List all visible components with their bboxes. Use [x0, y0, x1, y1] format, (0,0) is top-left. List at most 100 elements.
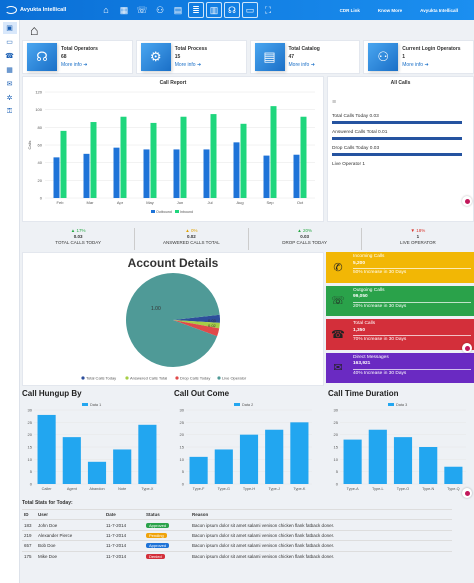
grid-icon[interactable]: ▥	[206, 2, 222, 18]
bar-inbound	[120, 116, 127, 198]
monitor-icon[interactable]: ▭	[6, 39, 13, 46]
table-row[interactable]: 657 Bob Doe 11-7-2014 Approved Bacon ipsum d…	[22, 540, 452, 551]
x-tick-label: Type-A	[347, 487, 359, 491]
dashboard-icon[interactable]: ▣	[2, 22, 17, 34]
tile-note: 50% Increase in 30 Days	[353, 270, 407, 275]
invoice-icon[interactable]: ≣	[188, 2, 204, 18]
legend-label: Data 2	[242, 403, 253, 407]
column-header: Status	[144, 508, 190, 520]
y-tick-label: 15	[334, 445, 339, 450]
call-duration-chart: 0 5 10 15 20 25 30 Type-A Type-L Type-O Type-N Type…	[334, 403, 466, 491]
headset-icon[interactable]: ☊	[224, 2, 240, 18]
card-total-operators: ☊ Total Operators 68 More info ➜	[22, 40, 133, 74]
column-header: Reason	[190, 508, 452, 520]
x-tick-label: Note	[118, 487, 126, 491]
arrow-circle-icon[interactable]: ➜	[424, 62, 429, 68]
tile-outgoing-calls[interactable]: ☏ Outgoing Calls 99,050 20% Increase in 30 …	[326, 285, 474, 316]
stats-strip: ▲ 17% 0.03 TOTAL CALLS TODAY ▲ 0% 0.02 ANSWE…	[22, 228, 474, 250]
chart-icon[interactable]: ▦	[119, 4, 129, 15]
legend-label: Answered Calls Total	[130, 376, 167, 381]
user-menu[interactable]: Avyukta Intellicall	[420, 7, 458, 13]
x-tick-label: Type-Q	[447, 487, 459, 491]
card-value: 15	[174, 54, 181, 60]
legend-swatch	[175, 210, 179, 213]
status-badge: Approved	[146, 543, 170, 549]
stat-change: ▼ 18%	[410, 228, 426, 233]
mail-icon[interactable]: ✉	[6, 81, 13, 88]
cell-id: 175	[22, 550, 36, 561]
legend-label: Outbound	[156, 210, 172, 214]
fullscreen-icon[interactable]: ⛶	[264, 4, 272, 15]
y-tick-label: 5	[30, 469, 33, 474]
home-icon[interactable]: ⌂	[30, 22, 39, 38]
tile-direct-messages[interactable]: ✉ Direct Messages 163,921 40% Increase in 3…	[326, 352, 474, 383]
bar	[419, 447, 438, 484]
arrow-circle-icon[interactable]: ➜	[83, 62, 88, 68]
column-header: User	[36, 508, 104, 520]
y-tick-label: 5	[182, 469, 185, 474]
incoming-call-icon: ✆	[333, 261, 343, 274]
bar	[189, 456, 208, 484]
y-tick-label: 30	[334, 408, 339, 413]
card-title: Total Process	[174, 46, 208, 52]
y-tick-label: 30	[180, 408, 185, 413]
floating-chat-button[interactable]	[462, 343, 472, 353]
progress-bar	[332, 153, 463, 156]
more-info-link[interactable]: More info	[61, 62, 82, 68]
brand[interactable]: Avyukta Intellicall	[0, 6, 96, 14]
lock-icon[interactable]: ⚿	[6, 108, 13, 115]
pie-data-label: 0.02	[208, 323, 217, 328]
mini-chart-title: Call Time Duration	[328, 389, 399, 398]
cell-id: 219	[22, 529, 36, 541]
more-info-link[interactable]: More info	[174, 62, 196, 68]
tile-total-calls[interactable]: ☎ Total Calls 1,350 70% Increase in 30 Days	[326, 319, 474, 350]
summary-cards: ☊ Total Operators 68 More info ➜ ⚙ Total P…	[22, 40, 474, 74]
progress-bar	[332, 121, 463, 124]
outgoing-call-icon: ☏	[331, 295, 345, 308]
menu-icon[interactable]: ≡	[332, 99, 337, 106]
card-title: Current Login Operators	[402, 46, 461, 52]
stat-value: 1	[416, 234, 420, 239]
more-info-link[interactable]: More info	[288, 62, 310, 68]
users-icon[interactable]: ⚇	[155, 4, 165, 15]
y-tick-label: 120	[35, 90, 42, 95]
bar	[113, 449, 132, 484]
arrow-circle-icon[interactable]: ➜	[310, 62, 315, 68]
phone-icon[interactable]: ☏	[136, 4, 148, 15]
legend-swatch	[388, 403, 394, 406]
y-tick-label: 10	[180, 457, 185, 462]
cell-user: Bob Doe	[36, 540, 104, 551]
chat-icon	[464, 490, 470, 496]
know-more-link[interactable]: Know More	[377, 7, 403, 13]
more-info-link[interactable]: More info	[402, 62, 424, 68]
all-calls-panel: ≡ All Calls Total Calls Today 0.03 Answe…	[327, 76, 474, 222]
phone-icon[interactable]: ☎	[5, 53, 14, 60]
table-row[interactable]: 219 Alexander Pierce 11-7-2014 Pending Bacon…	[22, 529, 452, 541]
bar	[393, 437, 413, 484]
arrow-circle-icon[interactable]: ➜	[196, 62, 202, 68]
stat-value: 0.02	[186, 234, 196, 239]
y-tick-label: 25	[28, 420, 33, 425]
legend-swatch	[175, 376, 179, 380]
stat-label: LIVE OPERATOR	[399, 240, 436, 245]
floating-chat-button[interactable]	[462, 196, 472, 206]
tile-incoming-calls[interactable]: ✆ Incoming Calls 5,200 50% Increase in 30 D…	[326, 252, 474, 283]
home-icon[interactable]: ⌂	[103, 5, 109, 15]
all-calls-row: Answered Calls Total 0.01	[332, 130, 469, 140]
cell-reason: Bacon ipsum dolor sit amet salami veniso…	[190, 529, 452, 541]
bar-outbound	[173, 149, 180, 198]
cdr-link[interactable]: CDR Link	[339, 7, 360, 13]
report-icon[interactable]: ▤	[173, 4, 183, 15]
table-row[interactable]: 183 John Doe 11-7-2014 Approved Bacon ipsum …	[22, 519, 452, 531]
network-icon[interactable]: ✲	[6, 95, 13, 102]
id-card-icon[interactable]: ▭	[242, 2, 258, 18]
y-tick-label: 0	[182, 482, 185, 487]
x-tick-label: Jun	[177, 200, 183, 205]
calendar-icon[interactable]: ▦	[6, 67, 13, 74]
floating-chat-button[interactable]	[462, 488, 472, 498]
stat-value: 0.03	[300, 234, 309, 239]
card-value: 1	[402, 54, 406, 60]
card-title: Total Operators	[61, 46, 98, 52]
table-row[interactable]: 175 Mike Doe 11-7-2014 Denied Bacon ipsum do…	[22, 550, 452, 561]
x-tick-label: Type-L	[372, 487, 384, 491]
